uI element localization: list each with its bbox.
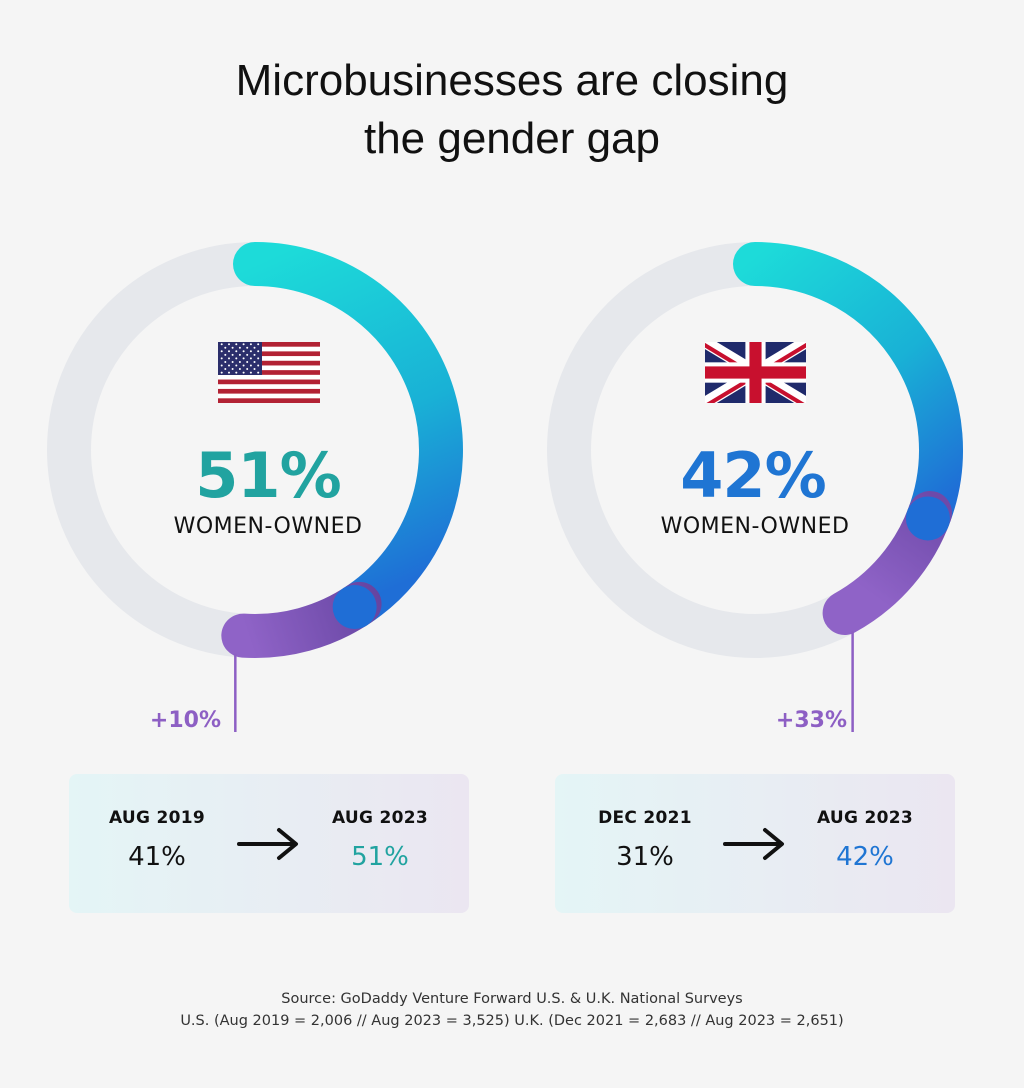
us-flag-star (249, 364, 252, 367)
us-flag-star (253, 360, 256, 363)
us-flag-star (246, 368, 249, 371)
uk-previous-arc-cap (905, 496, 950, 541)
uk-comparison-card: DEC 2021 31% AUG 2023 42% (555, 774, 955, 913)
us-from-value: 41% (128, 842, 186, 872)
us-flag-star (235, 343, 238, 346)
us-flag-stripe (218, 351, 320, 357)
us-flag-star (228, 343, 230, 346)
us-flag-star (220, 371, 223, 374)
us-flag-star (220, 357, 223, 360)
us-flag-star (253, 346, 256, 349)
us-flag-star (231, 360, 234, 363)
us-flag-star (257, 371, 260, 374)
uk-to-column: AUG 2023 42% (795, 808, 935, 872)
uk-to-value: 42% (836, 842, 894, 872)
us-flag-stripe (218, 398, 320, 403)
us-flag-star (249, 371, 252, 374)
us-flag-icon (218, 342, 320, 403)
us-flag-star (220, 343, 223, 346)
us-flag-star (246, 353, 249, 356)
us-flag-star (242, 343, 245, 346)
us-flag-star (235, 357, 238, 360)
us-flag-star (242, 357, 245, 360)
us-flag-star (253, 353, 256, 356)
us-flag-star (228, 371, 230, 374)
us-flag-star (238, 368, 241, 371)
us-flag-star (235, 364, 238, 367)
us-flag-star (220, 350, 223, 353)
us-change-label: +10% (150, 708, 221, 733)
title-line-1: Microbusinesses are closing (235, 56, 789, 105)
us-flag-star (242, 350, 245, 353)
arrow-right-icon (237, 828, 298, 860)
us-flag-star (257, 357, 260, 360)
source-line-2: U.S. (Aug 2019 = 2,006 // Aug 2023 = 3,5… (180, 1013, 844, 1029)
uk-donut: +33% 42% WOMEN-OWNED (547, 242, 963, 733)
us-flag-star (224, 353, 227, 356)
us-flag-stripe (218, 342, 320, 347)
uk-from-value: 31% (616, 842, 674, 872)
us-flag-stripe (218, 388, 320, 394)
us-flag-star (249, 343, 252, 346)
uk-previous-arc (733, 242, 963, 541)
us-comparison-card: AUG 2019 41% AUG 2023 51% (69, 774, 469, 913)
source-line-1: Source: GoDaddy Venture Forward U.S. & U… (281, 991, 743, 1007)
us-caption: WOMEN-OWNED (174, 514, 363, 539)
us-flag-star (246, 346, 249, 349)
us-flag-star (224, 368, 227, 371)
us-flag-stripe (218, 360, 320, 366)
us-previous-arc (233, 242, 463, 630)
us-flag-stripe (218, 370, 320, 375)
us-flag-star (228, 364, 230, 367)
uk-caption: WOMEN-OWNED (661, 514, 850, 539)
us-flag-star (238, 360, 241, 363)
us-flag-star (238, 353, 241, 356)
us-to-date: AUG 2023 (331, 808, 429, 828)
us-to-column: AUG 2023 51% (310, 808, 450, 872)
us-flag-star (249, 357, 252, 360)
us-flag-star (238, 346, 241, 349)
us-flag-star (224, 346, 227, 349)
us-from-date: AUG 2019 (108, 808, 206, 828)
us-flag-star (257, 364, 260, 367)
us-to-value: 51% (351, 842, 409, 872)
title-line-2: the gender gap (363, 114, 661, 163)
us-flag-star (257, 350, 260, 353)
us-flag-star (242, 364, 245, 367)
source-note: Source: GoDaddy Venture Forward U.S. & U… (0, 988, 1024, 1032)
us-flag-star (242, 371, 245, 374)
uk-flag-icon (705, 342, 806, 403)
page-title: Microbusinesses are closing the gender g… (0, 52, 1024, 168)
us-flag-star (249, 350, 252, 353)
us-flag-stripe (218, 379, 320, 385)
us-flag-star (231, 346, 234, 349)
us-from-column: AUG 2019 41% (87, 808, 227, 872)
uk-percent-value: 42% (680, 439, 825, 512)
uk-from-date: DEC 2021 (598, 808, 692, 828)
us-flag-star (235, 350, 238, 353)
us-flag-star (231, 353, 234, 356)
us-flag-star (224, 360, 227, 363)
uk-change-label: +33% (776, 708, 847, 733)
us-previous-arc-cap (332, 585, 377, 630)
us-flag-star (246, 360, 249, 363)
us-flag-star (231, 368, 234, 371)
uk-from-column: DEC 2021 31% (575, 808, 715, 872)
arrow-right-icon (723, 828, 784, 860)
us-flag-star (228, 350, 230, 353)
us-flag-star (220, 364, 223, 367)
uk-to-date: AUG 2023 (816, 808, 914, 828)
us-flag-star (253, 368, 256, 371)
us-flag-star (235, 371, 238, 374)
us-flag-star (257, 343, 260, 346)
us-percent-value: 51% (195, 439, 340, 512)
us-flag-star (228, 357, 230, 360)
us-donut: +10% 51% WOMEN-OWNED (47, 242, 463, 733)
